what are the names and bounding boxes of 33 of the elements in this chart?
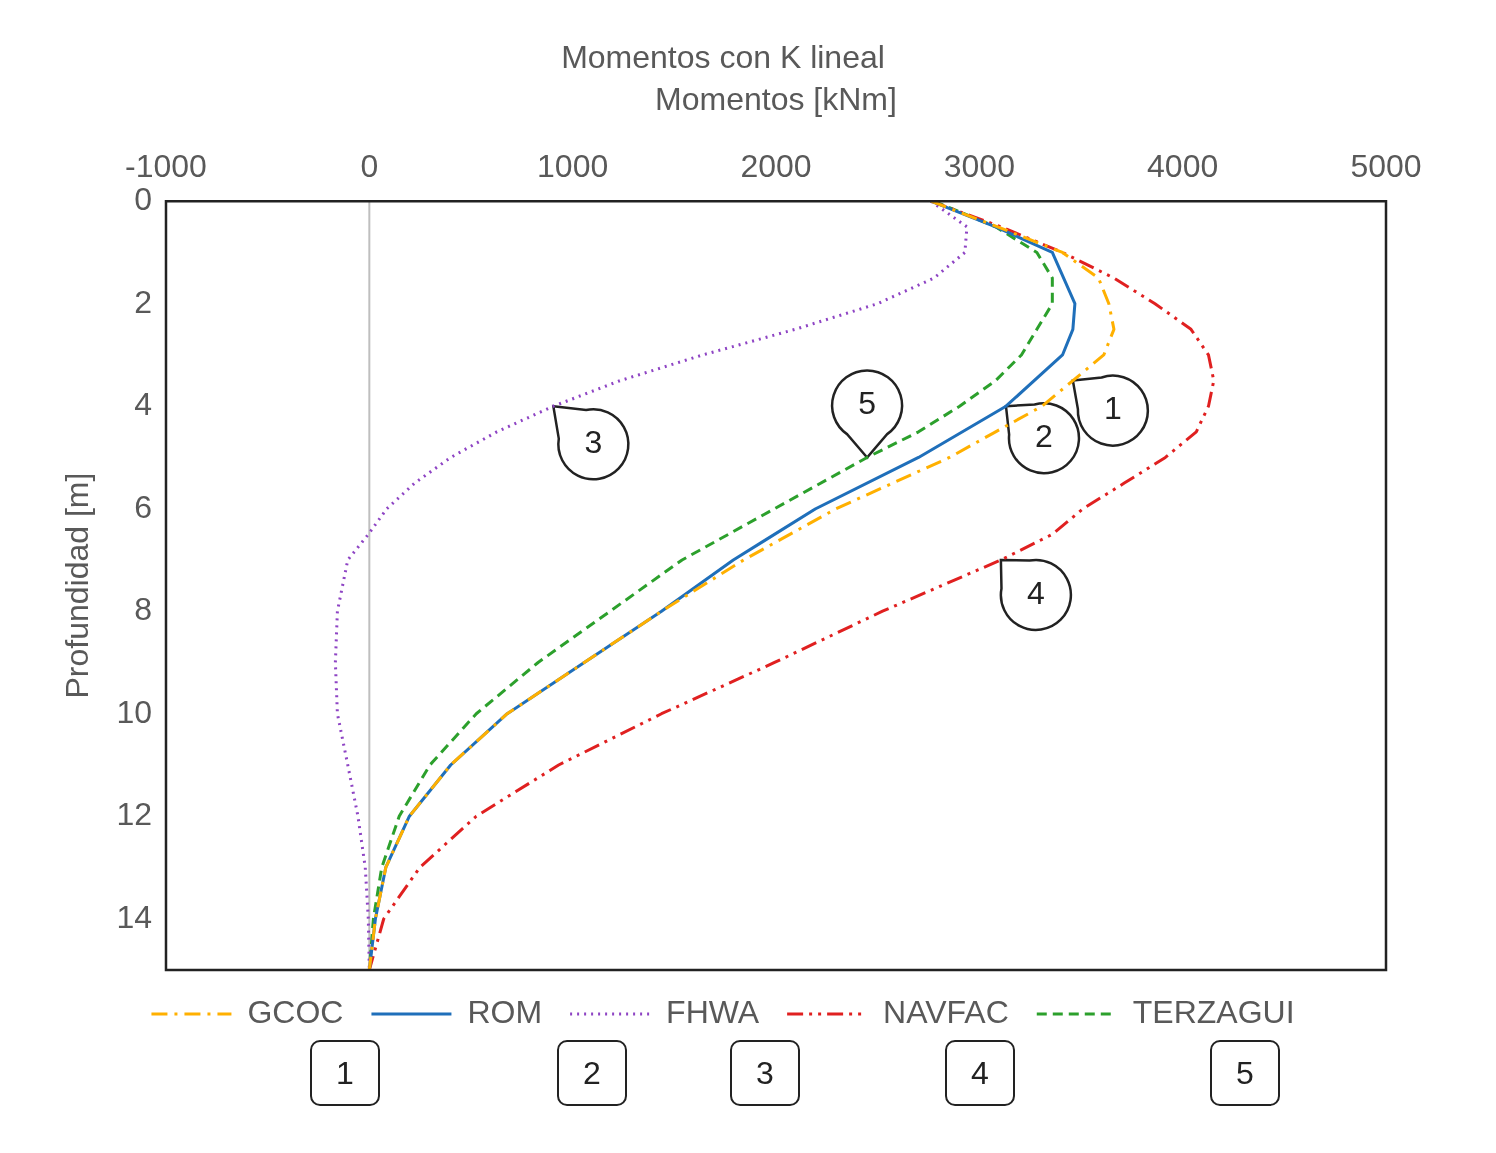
y-tick-label: 14 [116,898,152,935]
text: 3 [730,1040,800,1106]
y-tick-label: 0 [134,181,152,218]
x-axis-title: Momentos [kNm] [655,81,897,118]
text: 2 [557,1040,627,1106]
y-tick-label: 12 [116,796,152,833]
annotation: 5 [858,385,876,422]
legend-label: FHWA [666,993,760,1030]
y-tick-label: 10 [116,693,152,730]
x-tick-label: 3000 [943,147,1015,184]
legend-label: NAVFAC [883,993,1009,1030]
chart-title: Momentos con K lineal [561,39,885,76]
y-axis-title: Profundidad [m] [59,472,96,699]
annotation: 2 [1035,418,1053,455]
annotation: 1 [1103,390,1122,427]
x-tick-label: 0 [360,147,379,184]
y-tick-label: 6 [134,488,152,525]
x-tick-label: 2000 [740,147,812,184]
y-tick-label: 2 [134,283,152,320]
legend-label: TERZAGUI [1132,993,1295,1030]
annotation: 4 [1026,574,1045,611]
x-tick-label: 5000 [1350,147,1422,184]
text: 1 [310,1040,380,1106]
y-tick-label: 4 [134,386,152,423]
legend-label: GCOC [247,993,344,1030]
y-tick-label: 8 [134,591,152,628]
text: 4 [945,1040,1015,1106]
x-tick-label: 1000 [537,147,609,184]
x-tick-label: 4000 [1147,147,1219,184]
legend-label: ROM [467,993,543,1030]
text: 5 [1210,1040,1280,1106]
annotation: 3 [584,424,603,461]
x-tick-label: -1000 [125,147,207,184]
